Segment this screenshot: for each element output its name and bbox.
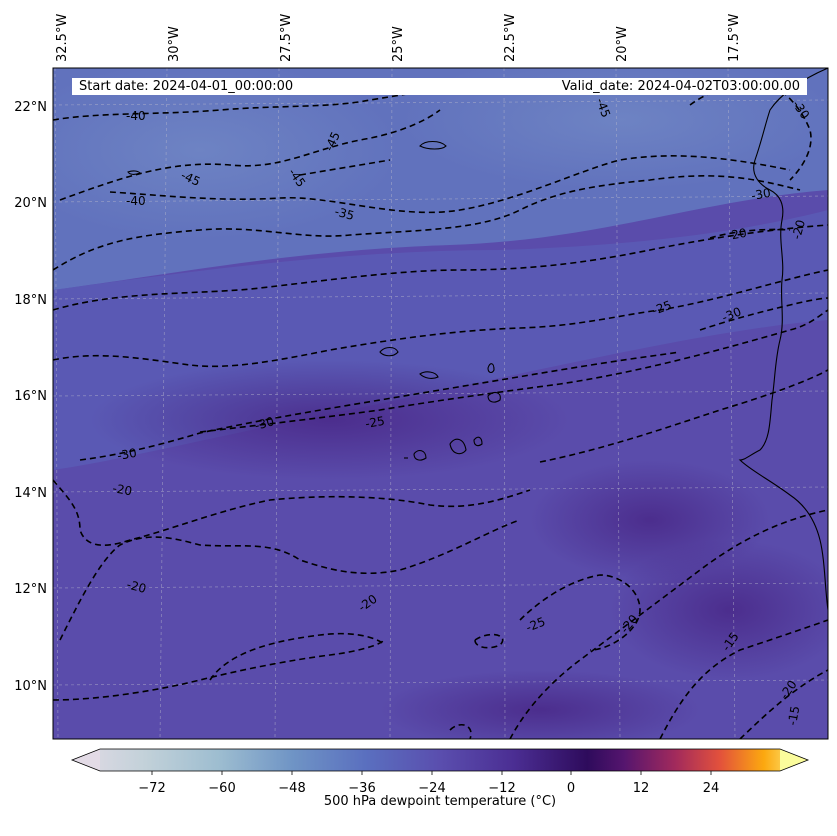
colorbar-tick-label: 24 xyxy=(703,781,720,796)
dewpoint-field xyxy=(53,68,828,739)
contour-label: -25 xyxy=(364,414,386,431)
contour-label: -25 xyxy=(650,298,673,318)
lat-label: 12°N xyxy=(14,582,47,597)
contour-label: -15 xyxy=(785,705,802,727)
date-info-box xyxy=(72,78,807,95)
latitude-labels: 22°N 20°N 18°N 16°N 14°N 12°N 10°N xyxy=(14,100,47,694)
contour-label: -30 xyxy=(253,414,276,433)
colorbar: −72 −60 −48 −36 −24 −12 0 12 24 500 hPa … xyxy=(70,748,810,809)
colorbar-tick-label: −36 xyxy=(348,781,375,796)
colorbar-tick-label: 0 xyxy=(567,781,575,796)
contour-label: -30 xyxy=(720,304,743,324)
contour-label: -30 xyxy=(116,446,138,463)
map-frame xyxy=(52,67,829,740)
lon-label: 20°W xyxy=(615,26,630,62)
colorbar-tick-label: −24 xyxy=(418,781,445,796)
contour-label: -35 xyxy=(333,204,356,223)
contour-label: -20 xyxy=(111,481,133,498)
colorbar-tick-label: −72 xyxy=(138,781,165,796)
longitude-labels: 32.5°W 30°W 27.5°W 25°W 22.5°W 20°W 17.5… xyxy=(55,14,742,62)
lon-label: 22.5°W xyxy=(503,14,518,62)
lat-label: 20°N xyxy=(14,196,47,211)
lon-label: 25°W xyxy=(391,26,406,62)
lat-label: 16°N xyxy=(14,389,47,404)
lon-label: 17.5°W xyxy=(727,14,742,62)
colorbar-label: 500 hPa dewpoint temperature (°C) xyxy=(324,794,556,809)
colorbar-outline xyxy=(70,748,810,772)
lat-label: 10°N xyxy=(14,679,47,694)
contour-label: -20 xyxy=(125,577,148,596)
contour-label: -40 xyxy=(126,194,146,208)
contour-label: -20 xyxy=(789,218,808,241)
lat-label: 18°N xyxy=(14,293,47,308)
contour-label: -25 xyxy=(524,614,547,634)
lon-label: 32.5°W xyxy=(55,14,70,62)
contour-label: -40 xyxy=(126,109,146,123)
lon-label: 27.5°W xyxy=(279,14,294,62)
colorbar-left-extend xyxy=(72,749,100,771)
lat-label: 22°N xyxy=(14,100,47,115)
contour-label: -45 xyxy=(593,96,613,119)
contour-label: -20 xyxy=(726,226,748,243)
colorbar-right-extend xyxy=(780,749,808,771)
colorbar-tick-label: −12 xyxy=(488,781,515,796)
colorbar-tick-label: −60 xyxy=(208,781,235,796)
lon-label: 30°W xyxy=(167,26,182,62)
start-date-label: Start date: 2024-04-01_00:00:00 xyxy=(79,79,294,94)
graticule xyxy=(53,68,828,739)
coastline xyxy=(127,68,828,611)
colorbar-gradient xyxy=(72,749,808,771)
colorbar-tick-labels: −72 −60 −48 −36 −24 −12 0 12 24 xyxy=(138,781,719,796)
colorbar-tick-label: −48 xyxy=(278,781,305,796)
colorbar-tick-label: 12 xyxy=(633,781,650,796)
contour-label: -30 xyxy=(750,186,772,203)
contour-labels: -40 -45 -45 -45 -40 -35 -30 -20 -20 -25 … xyxy=(111,96,812,726)
valid-date-label: Valid_date: 2024-04-02T03:00:00.00 xyxy=(561,79,800,94)
colorbar-ticks xyxy=(151,771,712,775)
lat-label: 14°N xyxy=(14,486,47,501)
